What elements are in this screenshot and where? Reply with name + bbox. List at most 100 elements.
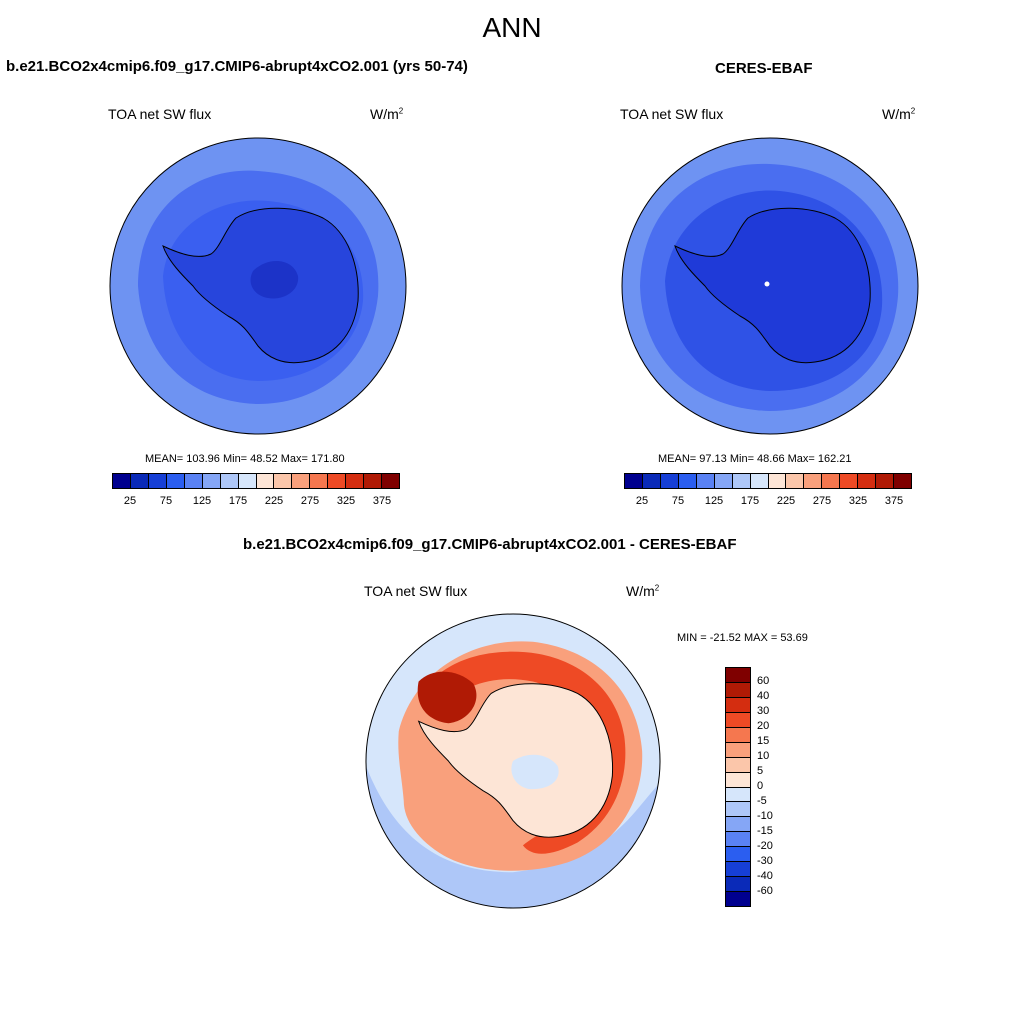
- diff-units: W/m2: [626, 583, 660, 599]
- colorbar-tick-label: 275: [812, 495, 832, 507]
- colorbar-swatch: [364, 474, 383, 488]
- colorbar-swatch: [148, 474, 167, 488]
- colorbar-swatch: [726, 802, 750, 818]
- colorbar-tick-label: -10: [757, 810, 773, 822]
- colorbar-tick-label: 25: [635, 495, 649, 507]
- colorbar-swatch: [113, 474, 131, 488]
- colorbar-swatch: [726, 847, 750, 863]
- figure-title: ANN: [482, 12, 542, 43]
- colorbar-swatch: [726, 742, 750, 758]
- colorbar-tick-label: 375: [372, 495, 392, 507]
- colorbar-swatch: [625, 474, 643, 488]
- colorbar-swatch: [202, 474, 221, 488]
- colorbar-tick-label: 175: [228, 495, 248, 507]
- colorbar-swatch: [256, 474, 275, 488]
- colorbar-swatch: [220, 474, 239, 488]
- colorbar-swatch: [166, 474, 185, 488]
- colorbar-swatch: [726, 817, 750, 833]
- colorbar-swatch: [642, 474, 661, 488]
- panel2-units: W/m2: [882, 106, 916, 122]
- colorbar-tick-label: 10: [757, 750, 770, 762]
- colorbar-swatch: [840, 474, 859, 488]
- colorbar-swatch: [804, 474, 823, 488]
- colorbar-swatch: [726, 727, 750, 743]
- panel1-map: [109, 137, 407, 435]
- colorbar-swatch: [726, 668, 750, 683]
- diff-colorbar-ticks: 60 40 30 20 15 10 5 0 -5 -10 -15 -20 -30 -40 -60: [757, 667, 797, 907]
- colorbar-tick-label: 375: [884, 495, 904, 507]
- colorbar-tick-label: 125: [704, 495, 724, 507]
- colorbar-tick-label: 225: [776, 495, 796, 507]
- diff-case-title: b.e21.BCO2x4cmip6.f09_g17.CMIP6-abrupt4x…: [243, 536, 737, 553]
- colorbar-tick-label: 30: [757, 705, 770, 717]
- panel1-variable: TOA net SW flux: [108, 106, 212, 122]
- panel2-map: [621, 137, 919, 435]
- colorbar-tick-label: 15: [757, 735, 770, 747]
- colorbar-swatch: [292, 474, 311, 488]
- colorbar-swatch: [768, 474, 787, 488]
- panel2-antarctica: [674, 207, 871, 364]
- colorbar-swatch: [328, 474, 347, 488]
- colorbar-tick-label: -60: [757, 885, 773, 897]
- colorbar-tick-label: -40: [757, 870, 773, 882]
- colorbar-swatch: [858, 474, 877, 488]
- colorbar-swatch: [786, 474, 805, 488]
- diff-map: [365, 613, 661, 909]
- panel2-stats: MEAN= 97.13 Min= 48.66 Max= 162.21: [658, 453, 852, 465]
- colorbar-swatch: [732, 474, 751, 488]
- diff-stats: MIN = -21.52 MAX = 53.69: [677, 632, 808, 644]
- colorbar-swatch: [750, 474, 769, 488]
- panel1-stats: MEAN= 103.96 Min= 48.52 Max= 171.80: [145, 453, 345, 465]
- colorbar-swatch: [726, 862, 750, 878]
- colorbar-tick-label: 175: [740, 495, 760, 507]
- colorbar-swatch: [346, 474, 365, 488]
- panel1-units: W/m2: [370, 106, 404, 122]
- colorbar-tick-label: 5: [757, 765, 764, 777]
- colorbar-swatch: [726, 682, 750, 698]
- colorbar-swatch: [726, 712, 750, 728]
- colorbar-tick-label: 225: [264, 495, 284, 507]
- colorbar-swatch: [382, 474, 399, 488]
- colorbar-tick-label: 25: [123, 495, 137, 507]
- colorbar-swatch: [274, 474, 293, 488]
- panel1-colorbar-ticks: 25 75 125 175 225 275 325 375: [112, 495, 400, 509]
- colorbar-tick-label: -5: [757, 795, 767, 807]
- colorbar-swatch: [876, 474, 895, 488]
- colorbar-swatch: [310, 474, 329, 488]
- panel1-colorbar: [112, 473, 400, 489]
- colorbar-tick-label: -30: [757, 855, 773, 867]
- colorbar-tick-label: 275: [300, 495, 320, 507]
- panel2-colorbar-ticks: 25 75 125 175 225 275 325 375: [624, 495, 912, 509]
- colorbar-tick-label: 20: [757, 720, 770, 732]
- colorbar-swatch: [726, 832, 750, 848]
- colorbar-swatch: [660, 474, 679, 488]
- colorbar-tick-label: 0: [757, 780, 764, 792]
- panel2-variable: TOA net SW flux: [620, 106, 724, 122]
- colorbar-tick-label: 75: [159, 495, 173, 507]
- colorbar-swatch: [726, 757, 750, 773]
- colorbar-swatch: [726, 787, 750, 803]
- colorbar-swatch: [726, 772, 750, 788]
- colorbar-swatch: [238, 474, 257, 488]
- colorbar-tick-label: 40: [757, 690, 770, 702]
- colorbar-swatch: [696, 474, 715, 488]
- panel1-case-title: b.e21.BCO2x4cmip6.f09_g17.CMIP6-abrupt4x…: [6, 58, 468, 75]
- colorbar-swatch: [822, 474, 841, 488]
- panel2-colorbar: [624, 473, 912, 489]
- colorbar-tick-label: 60: [757, 675, 770, 687]
- colorbar-tick-label: 325: [848, 495, 868, 507]
- colorbar-swatch: [678, 474, 697, 488]
- colorbar-tick-label: -15: [757, 825, 773, 837]
- colorbar-tick-label: -20: [757, 840, 773, 852]
- panel2-case-title: CERES-EBAF: [715, 60, 813, 77]
- colorbar-swatch: [726, 892, 750, 906]
- colorbar-tick-label: 325: [336, 495, 356, 507]
- colorbar-swatch: [726, 877, 750, 893]
- colorbar-tick-label: 75: [671, 495, 685, 507]
- colorbar-swatch: [130, 474, 149, 488]
- colorbar-swatch: [894, 474, 911, 488]
- colorbar-tick-label: 125: [192, 495, 212, 507]
- diff-variable: TOA net SW flux: [364, 583, 468, 599]
- colorbar-swatch: [726, 697, 750, 713]
- colorbar-swatch: [714, 474, 733, 488]
